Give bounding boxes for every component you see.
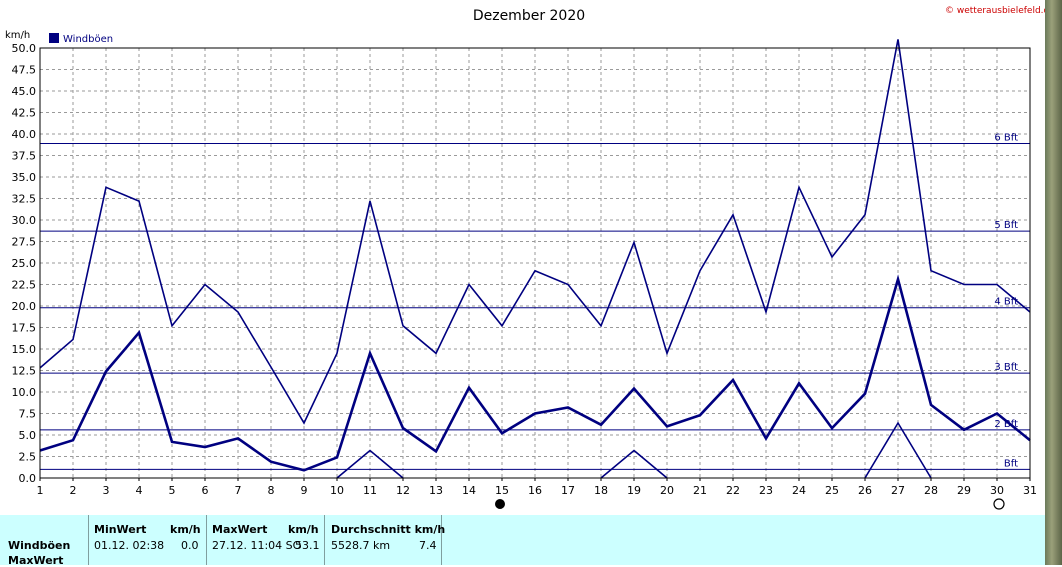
row-label-windboeen: Windböen	[8, 539, 71, 552]
y-axis-label: km/h	[5, 30, 30, 41]
avg-header: Durchschnitt km/h	[331, 523, 446, 536]
full-moon-icon	[993, 498, 1005, 510]
x-tick-label: 28	[924, 484, 938, 497]
x-tick-label: 9	[301, 484, 308, 497]
chart-title: Dezember 2020	[473, 8, 585, 24]
new-moon-icon	[495, 499, 505, 509]
beaufort-label: Bft	[1004, 458, 1018, 469]
x-tick-label: 30	[990, 484, 1004, 497]
series-line	[39, 274, 1031, 472]
y-tick-label: 2.5	[19, 451, 37, 464]
y-tick-label: 27.5	[12, 236, 37, 249]
x-tick-label: 27	[891, 484, 905, 497]
y-tick-label: 7.5	[19, 408, 37, 421]
x-tick-label: 16	[528, 484, 542, 497]
x-tick-label: 6	[202, 484, 209, 497]
beaufort-label: 5 Bft	[994, 220, 1018, 231]
row-label-maxwert: MaxWert	[8, 554, 64, 567]
tick-labels: 0.0 2.5 5.0 7.5 10.0 12.5 15.0 17.5 20.0 22.5 25.0…	[12, 42, 1038, 497]
legend-entry: Windböen	[63, 34, 113, 45]
min-time: 01.12. 02:38	[94, 539, 165, 552]
x-tick-label: 10	[330, 484, 344, 497]
x-tick-label: 22	[726, 484, 740, 497]
beaufort-label: 4 Bft	[994, 297, 1018, 308]
beaufort-label: 3 Bft	[994, 362, 1018, 373]
y-tick-label: 22.5	[12, 279, 37, 292]
x-tick-label: 26	[858, 484, 872, 497]
y-tick-label: 42.5	[12, 107, 37, 120]
y-tick-label: 35.0	[12, 171, 37, 184]
summary-table	[0, 515, 1045, 565]
x-tick-label: 3	[103, 484, 110, 497]
x-tick-label: 29	[957, 484, 971, 497]
column-divider	[206, 515, 207, 565]
series-line	[336, 449, 404, 479]
x-tick-label: 20	[660, 484, 674, 497]
grid	[39, 48, 1031, 481]
x-tick-label: 23	[759, 484, 773, 497]
x-tick-label: 24	[792, 484, 806, 497]
y-tick-label: 50.0	[12, 42, 37, 55]
x-tick-label: 12	[396, 484, 410, 497]
x-tick-label: 4	[136, 484, 143, 497]
max-unit: km/h	[288, 523, 319, 536]
x-tick-label: 5	[169, 484, 176, 497]
y-tick-label: 30.0	[12, 214, 37, 227]
min-header: MinWert	[94, 523, 147, 536]
column-divider	[88, 515, 89, 565]
x-tick-label: 13	[429, 484, 443, 497]
x-tick-label: 31	[1023, 484, 1037, 497]
y-tick-label: 0.0	[19, 472, 37, 485]
x-tick-label: 25	[825, 484, 839, 497]
y-tick-label: 20.0	[12, 300, 37, 313]
avg-value: 7.4	[419, 539, 437, 552]
side-photo-strip	[1045, 0, 1062, 565]
y-tick-label: 5.0	[19, 429, 37, 442]
y-tick-label: 40.0	[12, 128, 37, 141]
series-line	[864, 421, 932, 479]
x-tick-label: 1	[37, 484, 44, 497]
max-value: 53.1	[295, 539, 320, 552]
y-tick-label: 47.5	[12, 64, 37, 77]
y-tick-label: 32.5	[12, 193, 37, 206]
series-line	[600, 449, 668, 479]
y-tick-label: 17.5	[12, 322, 37, 335]
x-tick-label: 14	[462, 484, 476, 497]
legend-swatch	[49, 33, 59, 43]
y-tick-label: 25.0	[12, 257, 37, 270]
y-tick-label: 10.0	[12, 386, 37, 399]
x-tick-label: 19	[627, 484, 641, 497]
column-divider	[324, 515, 325, 565]
y-tick-label: 15.0	[12, 343, 37, 356]
wind-gust-chart: Bft 2 Bft 3 Bft 4 Bft 5 Bft 6 Bft 0.0 2.5 5.0 7.…	[5, 8, 1038, 510]
x-tick-label: 18	[594, 484, 608, 497]
max-header: MaxWert	[212, 523, 268, 536]
column-divider	[441, 515, 442, 565]
min-unit: km/h	[170, 523, 201, 536]
x-tick-label: 21	[693, 484, 707, 497]
beaufort-lines: Bft 2 Bft 3 Bft 4 Bft 5 Bft 6 Bft	[40, 132, 1030, 470]
min-value: 0.0	[181, 539, 199, 552]
x-tick-label: 17	[561, 484, 575, 497]
y-tick-label: 37.5	[12, 150, 37, 163]
x-tick-label: 11	[363, 484, 377, 497]
max-time: 27.12. 11:04 SO	[212, 539, 302, 552]
copyright-notice[interactable]: © wetterausbielefeld.de	[945, 6, 1055, 16]
beaufort-label: 2 Bft	[994, 419, 1018, 430]
y-tick-label: 12.5	[12, 365, 37, 378]
beaufort-label: 6 Bft	[994, 132, 1018, 143]
moon-phase-markers	[495, 498, 1005, 510]
avg-distance: 5528.7 km	[331, 539, 391, 552]
series-lines	[39, 39, 1031, 479]
x-tick-label: 7	[235, 484, 242, 497]
x-tick-label: 15	[495, 484, 509, 497]
x-tick-label: 8	[268, 484, 275, 497]
x-tick-label: 2	[70, 484, 77, 497]
y-tick-label: 45.0	[12, 85, 37, 98]
plot-frame	[39, 47, 1031, 479]
series-line	[39, 39, 1031, 425]
